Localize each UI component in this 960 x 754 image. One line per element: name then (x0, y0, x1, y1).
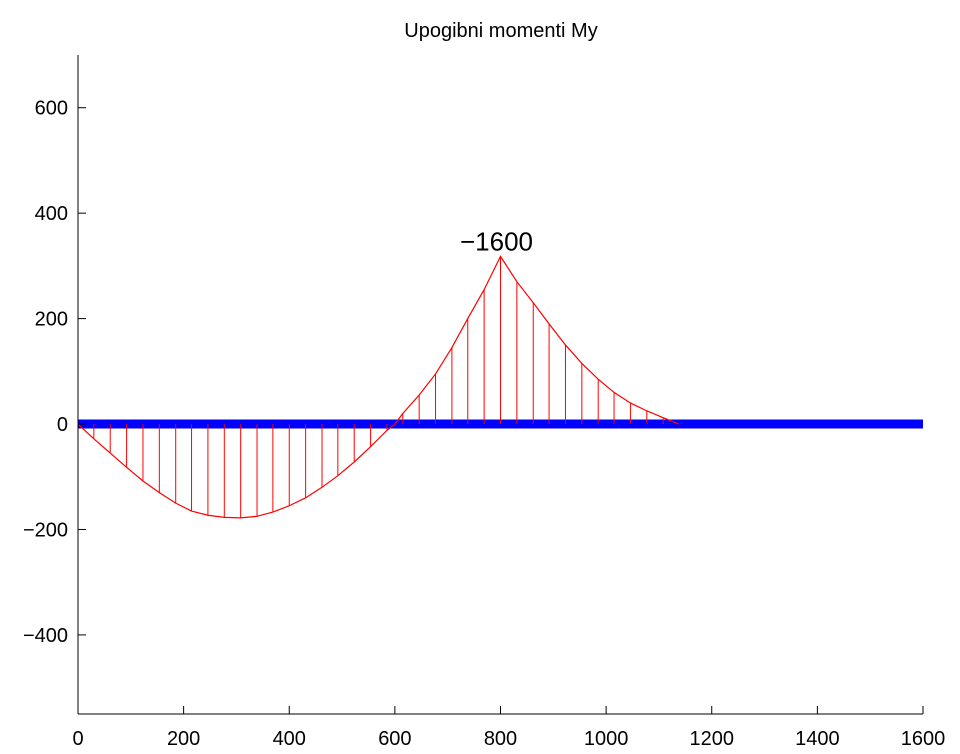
x-tick-label-2: 400 (273, 728, 306, 750)
x-tick-label-3: 600 (378, 728, 411, 750)
x-tick-label-1: 200 (167, 728, 200, 750)
moment-curve (77, 255, 680, 519)
x-tick-label-4: 800 (484, 728, 517, 750)
y-tick-label-3: 200 (35, 309, 68, 331)
x-tick-label-5: 1000 (584, 728, 629, 750)
peak-annotation: −1600 (460, 226, 533, 256)
annotation-layer: −1600 (460, 226, 533, 256)
chart-title: Upogibni momenti My (404, 20, 597, 42)
y-tick-label-0: −400 (23, 625, 68, 647)
x-tick-label-7: 1400 (795, 728, 840, 750)
curve-layer (77, 255, 680, 519)
x-tick-label-0: 0 (72, 728, 83, 750)
y-tick-label-5: 600 (35, 98, 68, 120)
y-tick-label-1: −200 (23, 519, 68, 541)
axes-layer: 0 200 400 600 800 1000 1200 1400 1600 −400 −200 0 20… (23, 55, 945, 750)
x-tick-label-6: 1200 (690, 728, 735, 750)
y-tick-label-2: 0 (57, 414, 68, 436)
y-tick-label-4: 400 (35, 203, 68, 225)
hatch-layer (93, 256, 664, 518)
x-tick-label-8: 1600 (901, 728, 946, 750)
